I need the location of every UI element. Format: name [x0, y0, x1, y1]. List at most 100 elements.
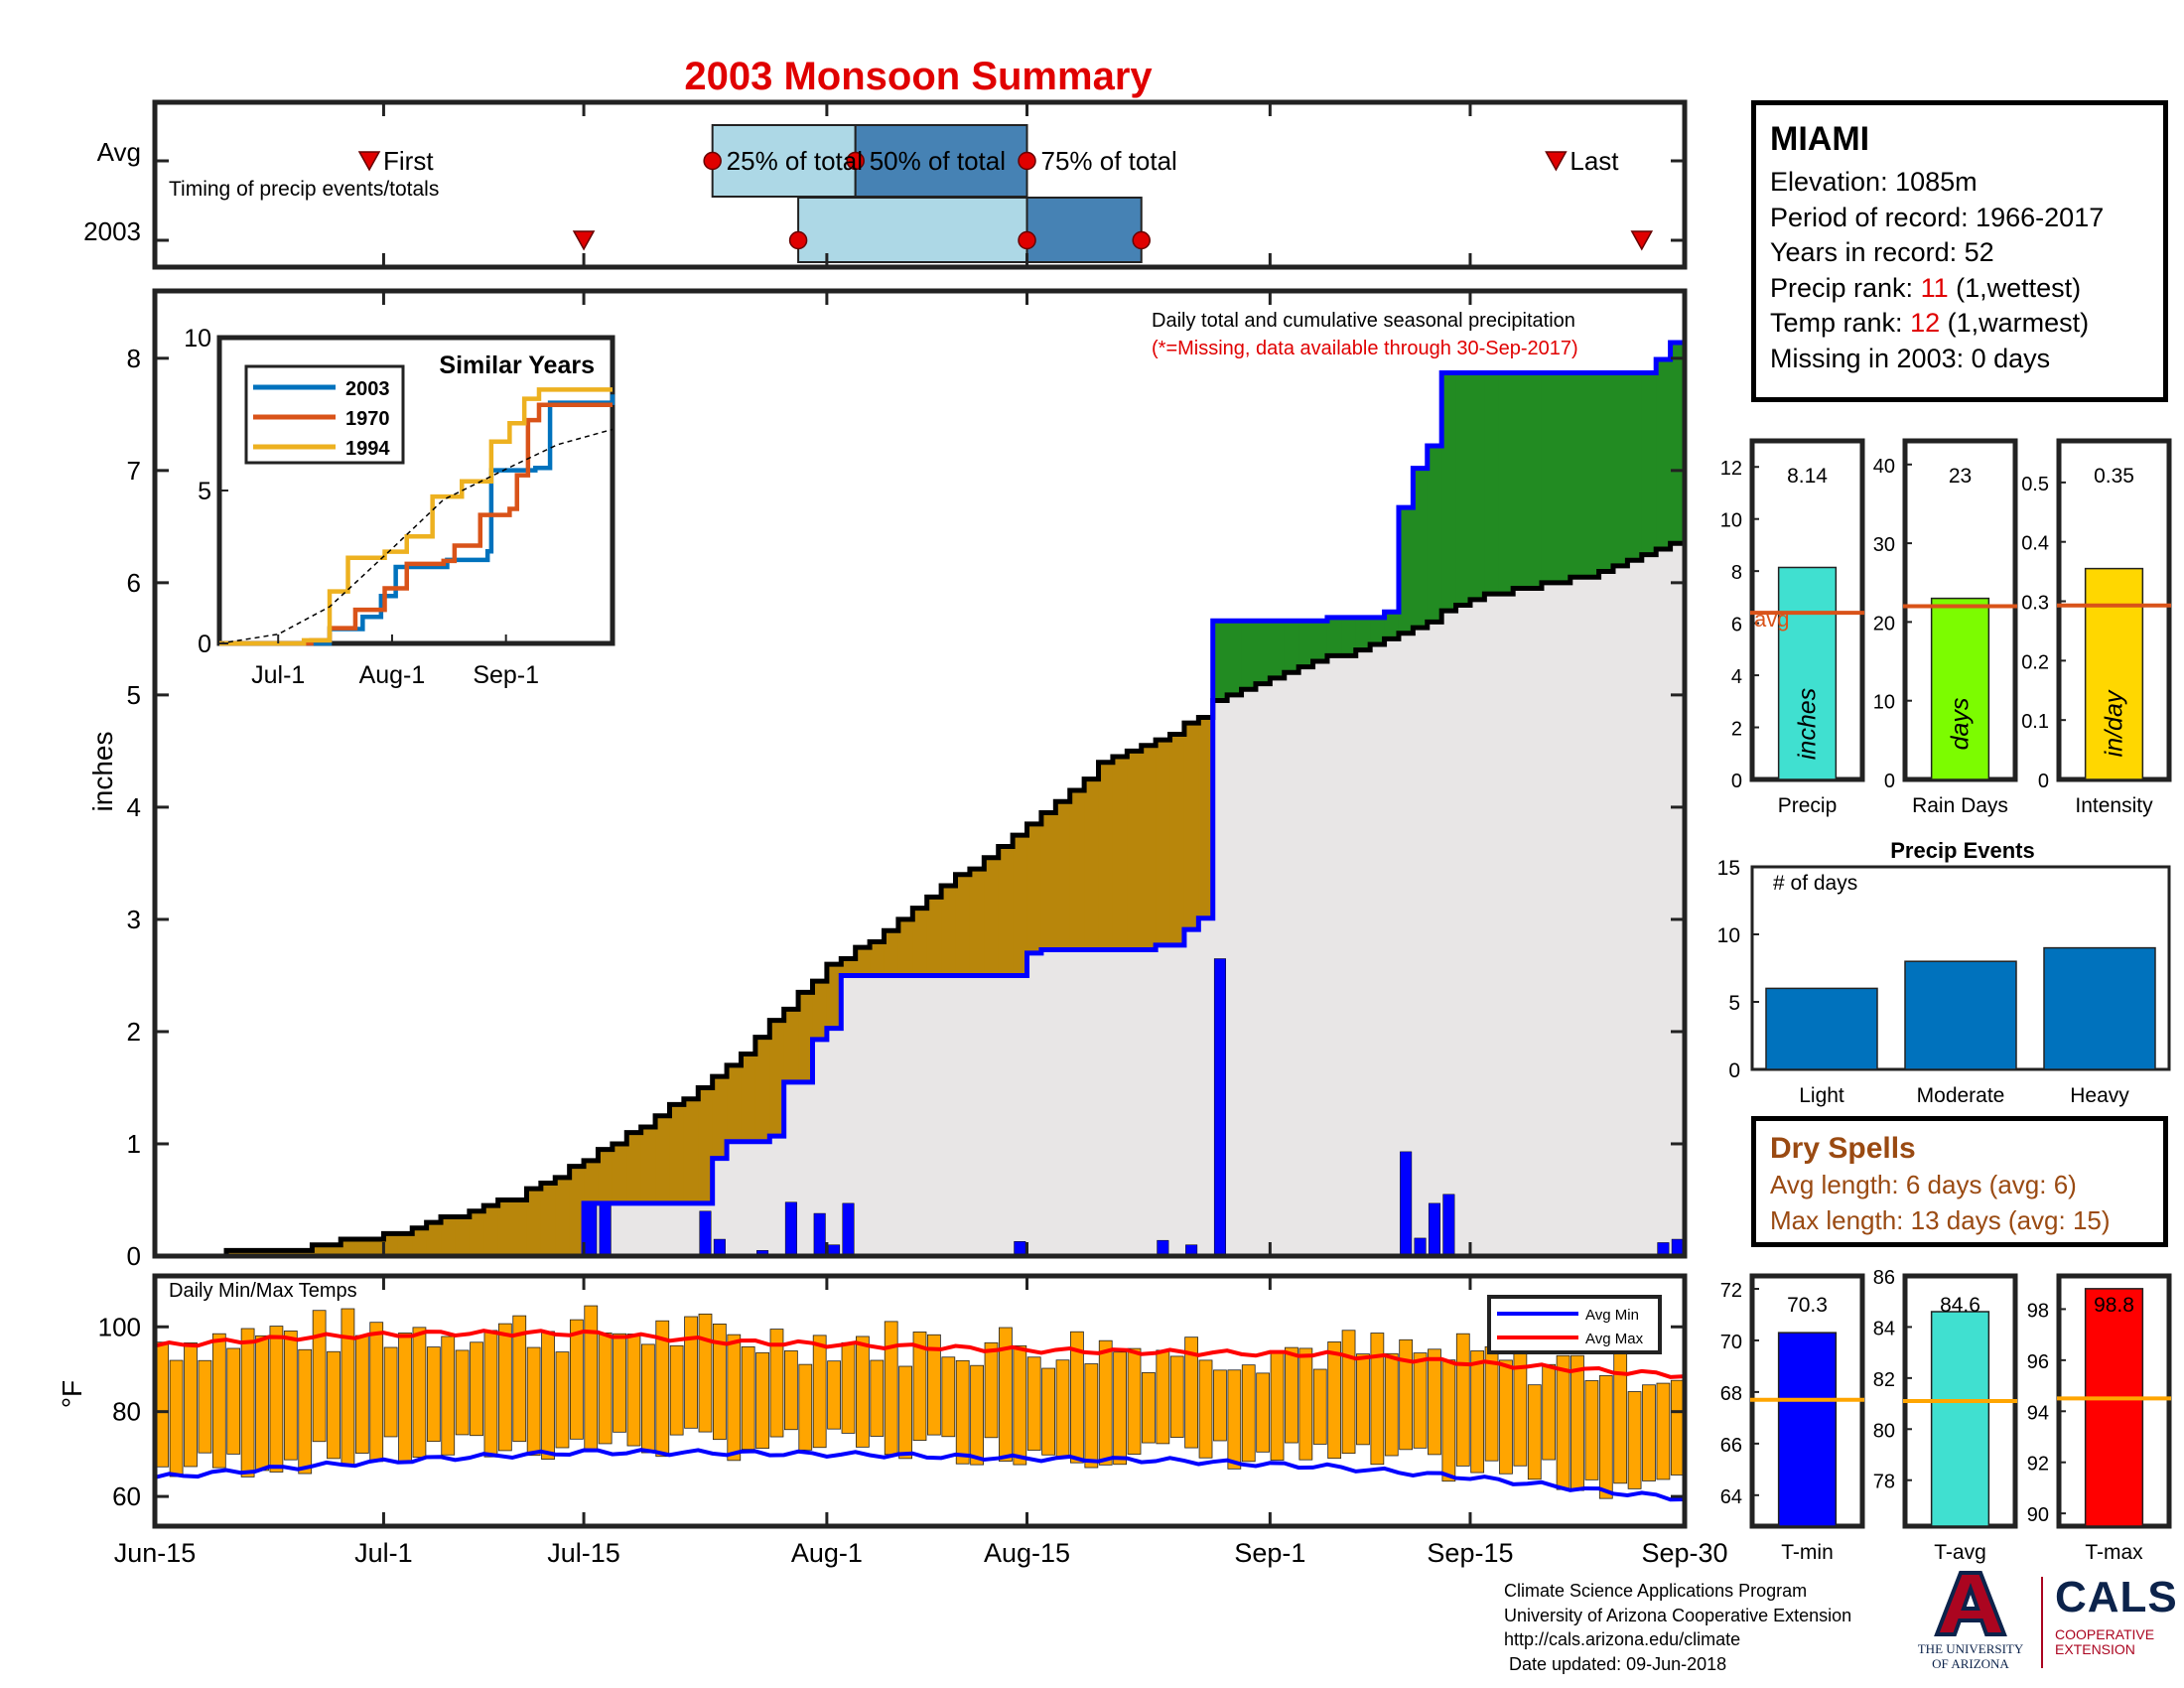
deficit-segment [941, 886, 957, 976]
daily-temp-bar [354, 1335, 369, 1454]
daily-temp-bar [1370, 1333, 1385, 1466]
daily-temp-bar [784, 1350, 798, 1431]
tmax-label: T-max [2085, 1541, 2143, 1564]
inset-y-label: 0 [198, 631, 211, 658]
daily-temp-bar [1256, 1372, 1271, 1453]
surplus-segment [1384, 612, 1400, 639]
precip-y-label: 8 [1731, 562, 1742, 584]
daily-temp-bar [927, 1334, 941, 1436]
deficit-segment [741, 1054, 756, 1142]
y-tick-label: 7 [127, 456, 141, 486]
temps-y-label: 100 [98, 1312, 141, 1341]
tmin-label: T-min [1781, 1541, 1834, 1564]
event-bar-light [1765, 987, 1878, 1070]
daily-temp-bar [412, 1327, 427, 1459]
deficit-segment [240, 1250, 256, 1256]
temp-rank-prefix: Temp rank: [1770, 308, 1911, 338]
daily-temp-bar [1642, 1384, 1656, 1481]
daily-temp-bar [1341, 1330, 1356, 1455]
daily-temp-bar [1270, 1351, 1285, 1461]
tmin-y-label: 70 [1720, 1332, 1742, 1353]
summary-bars: 8.14 inches 0 2 4 6 8 10 12 Precip 23 days 0 10 20 30 40… [1720, 438, 2172, 817]
tmax-y-label: 96 [2027, 1351, 2049, 1373]
daily-temp-bar [898, 1365, 912, 1460]
daily-temp-bar [569, 1319, 584, 1440]
deficit-segment [1183, 723, 1199, 930]
tmin-y-label: 68 [1720, 1383, 1742, 1405]
daily-temp-bar [1084, 1363, 1099, 1469]
deficit-segment [912, 908, 928, 976]
surplus-segment [1284, 621, 1299, 673]
daily-temp-bar [584, 1305, 599, 1451]
daily-temp-bar [1656, 1382, 1671, 1480]
daily-temp-bar [184, 1342, 198, 1468]
precip-rank-value: 11 [1920, 272, 1949, 303]
daily-temp-bar [1470, 1350, 1485, 1474]
deficit-segment [455, 1216, 471, 1256]
avg-first-marker [357, 151, 381, 172]
deficit-segment [441, 1216, 457, 1256]
dry-spells-box: Dry Spells Avg length: 6 days (avg: 6) M… [1751, 1116, 2168, 1247]
university-of-arizona-logo: THE UNIVERSITY OF ARIZONA [1916, 1569, 2025, 1678]
timing-panel: Avg 2003 Timing of precip events/totals … [83, 99, 1688, 270]
daily-temp-bar [1356, 1353, 1370, 1446]
daily-temp-bar [1527, 1384, 1542, 1480]
year-50-75-bar [1025, 197, 1143, 263]
deficit-segment [1141, 745, 1157, 950]
surplus-segment [1598, 372, 1614, 572]
station-temp-rank: Temp rank: 12 (1,warmest) [1770, 306, 2149, 342]
temps-legend [1487, 1295, 1662, 1354]
daily-temp-bar [841, 1341, 856, 1434]
intensity-y-label: 0.4 [2021, 533, 2049, 555]
tmax-y-label: 98 [2027, 1300, 2049, 1322]
daily-temp-bar [211, 1333, 226, 1469]
avg-75-marker [1018, 151, 1036, 171]
inset-y-label: 10 [184, 325, 211, 352]
station-name: MIAMI [1770, 120, 1870, 158]
daily-temp-bar [1570, 1354, 1584, 1491]
daily-temp-bar [1312, 1368, 1327, 1445]
intensity-unit-label: in/day [2101, 689, 2128, 757]
event-category-label: Heavy [2070, 1084, 2129, 1107]
daily-temp-bar [970, 1364, 984, 1466]
tmin-y-label: 66 [1720, 1435, 1742, 1457]
deficit-segment [1040, 812, 1056, 950]
deficit-segment [412, 1227, 428, 1256]
daily-temp-bar [1113, 1351, 1128, 1466]
tmax-bar [2084, 1288, 2144, 1527]
x-axis-labels: Jun-15 Jul-1 Jul-15 Aug-1 Aug-15 Sep-1 Sep-15 S… [114, 1538, 1728, 1568]
deficit-segment [326, 1244, 341, 1256]
daily-temp-bar [1241, 1364, 1256, 1463]
ua-line-2: OF ARIZONA [1932, 1656, 2009, 1671]
avg-50-marker [846, 151, 865, 171]
cals-logo: CALS COOPERATIVE EXTENSION [2055, 1574, 2177, 1657]
intensity-value-label: 0.35 [2094, 465, 2134, 488]
main-missing-note: (*=Missing, data available through 30-Se… [1152, 338, 1578, 359]
precip-rank-prefix: Precip rank: [1770, 272, 1921, 303]
precip-bar [1777, 566, 1838, 780]
events-ylabel: # of days [1773, 872, 1857, 895]
temps-plot: 60 80 100 Avg Min Avg Max [98, 1273, 1688, 1529]
daily-temp-bar [298, 1348, 313, 1475]
daily-temp-bar [1070, 1331, 1084, 1464]
surplus-segment [1556, 372, 1571, 583]
intensity-y-label: 0.3 [2021, 593, 2049, 615]
avg-cumulative-line [155, 540, 1685, 1259]
intensity-y-label: 0 [2038, 771, 2049, 792]
deficit-segment [826, 964, 842, 1029]
daily-temp-bar [755, 1351, 769, 1449]
station-info: MIAMI Elevation: 1085m Period of record:… [1751, 100, 2168, 402]
deficit-segment [1112, 757, 1128, 950]
daily-precip-bar [1213, 958, 1226, 1257]
deficit-segment [526, 1189, 542, 1256]
daily-temp-bar [1584, 1380, 1599, 1480]
daily-temp-bar [1327, 1341, 1342, 1460]
surplus-segment [1513, 372, 1529, 589]
daily-precip-bar [1442, 1194, 1455, 1257]
surplus-segment [1413, 468, 1429, 629]
intensity-y-label: 0.1 [2021, 711, 2049, 733]
surplus-segment [1541, 372, 1557, 583]
deficit-segment [955, 874, 971, 976]
deficit-segment [584, 1160, 600, 1203]
inset-title: Similar Years [439, 352, 595, 379]
